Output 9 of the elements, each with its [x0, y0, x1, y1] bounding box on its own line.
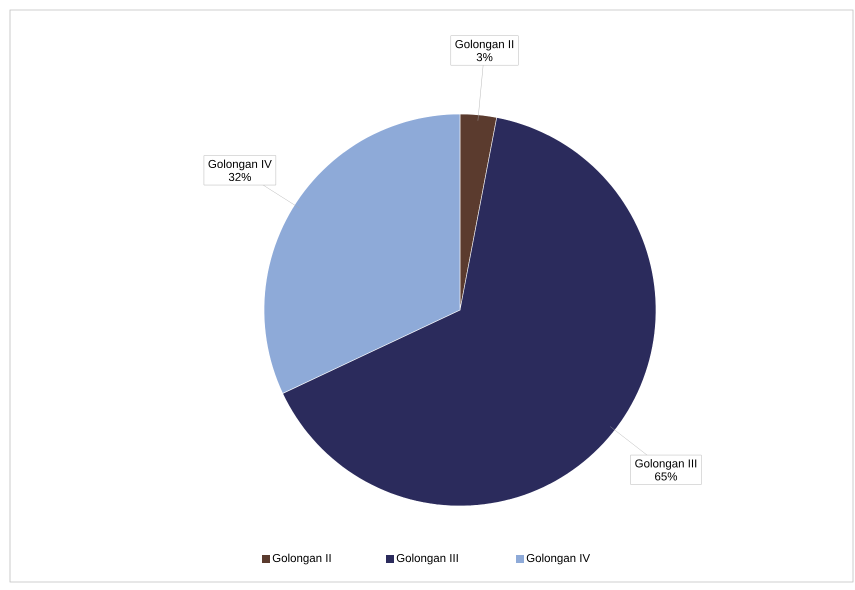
data-label: 32%	[228, 172, 251, 182]
data-label: 3%	[476, 53, 492, 62]
data-label: 65%	[655, 472, 678, 480]
legend-label: Golongan IV	[526, 554, 590, 564]
slice-label: Golongan II	[455, 40, 514, 50]
legend-label: Golongan III	[396, 554, 458, 564]
slice-label: Golongan IV	[208, 160, 272, 170]
legend-label: Golongan II	[272, 554, 331, 564]
slice-label: Golongan III	[635, 459, 696, 470]
